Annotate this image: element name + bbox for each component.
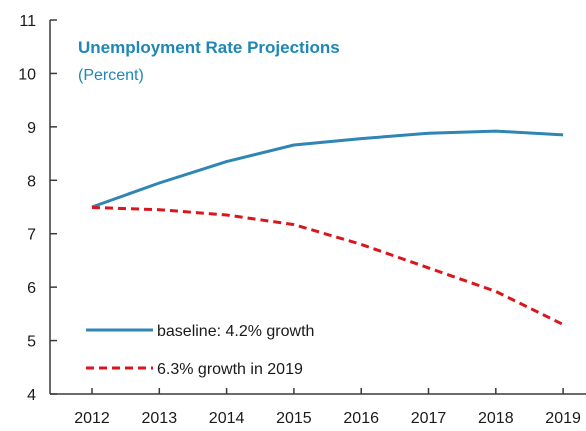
x-ticks: 2012 2013 2014 2015 2016 2017 2018 2019 [74, 388, 581, 427]
series [91, 129, 564, 326]
y-tick-label: 9 [27, 120, 36, 137]
y-tick-label: 4 [27, 387, 36, 404]
chart-subtitle: (Percent) [78, 67, 144, 84]
x-tick-label: 2015 [276, 410, 312, 427]
y-tick-label: 8 [27, 173, 36, 190]
y-ticks: 4 5 6 7 8 9 10 11 [18, 13, 57, 404]
x-tick-label: 2013 [142, 410, 178, 427]
x-tick-label: 2016 [343, 410, 379, 427]
legend-label-high-growth: 6.3% growth in 2019 [157, 361, 303, 378]
x-tick-label: 2014 [209, 410, 245, 427]
x-tick-label: 2018 [478, 410, 514, 427]
legend: baseline: 4.2% growth 6.3% growth in 201… [86, 323, 314, 378]
x-tick-label: 2017 [411, 410, 447, 427]
chart-title: Unemployment Rate Projections [78, 38, 340, 57]
y-tick-label: 7 [27, 227, 36, 244]
y-tick-label: 10 [18, 66, 36, 83]
y-tick-label: 11 [19, 13, 36, 30]
axes [49, 20, 586, 395]
series-line-baseline [91, 129, 564, 209]
x-tick-label: 2012 [74, 410, 110, 427]
y-tick-label: 6 [27, 280, 36, 297]
x-tick-label: 2019 [545, 410, 581, 427]
y-tick-label: 5 [27, 334, 36, 351]
legend-label-baseline: baseline: 4.2% growth [157, 323, 314, 340]
series-line-high-growth [91, 206, 564, 326]
